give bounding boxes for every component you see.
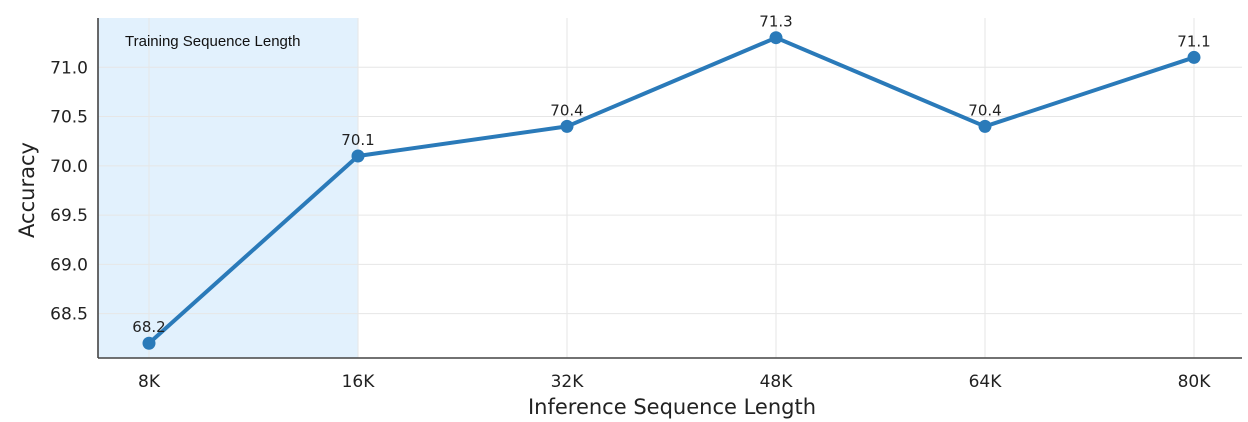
data-value-label: 71.3 [759,13,792,31]
data-point [978,119,992,133]
x-tick-label: 8K [138,372,161,392]
data-point [351,149,365,163]
training-region-label: Training Sequence Length [125,33,300,50]
axes-layer [97,18,1242,359]
x-tick-label: 16K [342,372,376,392]
data-value-label: 70.1 [341,131,374,149]
x-tick-label: 32K [551,372,585,392]
data-label-layer: 68.2 70.1 70.4 71.3 70.4 71.1 [132,13,1210,337]
x-tick-label: 80K [1178,372,1212,392]
data-value-label: 71.1 [1177,32,1210,50]
data-value-label: 70.4 [550,101,583,119]
data-point [142,336,156,350]
x-axis-title: Inference Sequence Length [528,395,816,419]
data-point [1187,50,1201,64]
y-tick-label: 70.0 [50,157,88,177]
grid-layer [98,18,1242,358]
x-tick-label: 48K [760,372,794,392]
x-tick-label: 64K [969,372,1003,392]
data-value-label: 70.4 [968,101,1001,119]
data-point [560,119,574,133]
shade-layer [98,18,358,358]
tick-layer: 8K 16K 32K 48K 64K 80K 68.5 69.0 69.5 70.0 70.5 71.… [50,58,1211,392]
training-shaded-region [98,18,358,358]
y-tick-label: 68.5 [50,305,88,325]
y-tick-label: 69.5 [50,206,88,226]
accuracy-series-line [147,35,1196,346]
data-value-label: 68.2 [132,318,165,336]
series-layer [142,31,1201,350]
y-axis-title: Accuracy [15,142,39,238]
y-tick-label: 70.5 [50,108,88,128]
data-point [769,31,783,45]
y-tick-label: 69.0 [50,255,88,275]
y-tick-label: 71.0 [50,58,88,78]
